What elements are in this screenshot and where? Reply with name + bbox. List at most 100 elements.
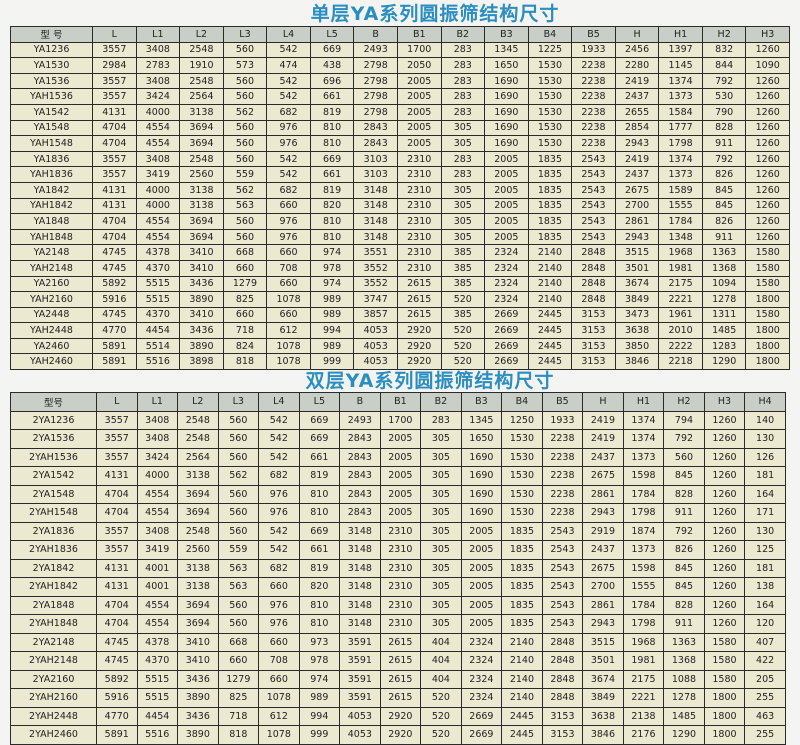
dimension-cell: 718 [217,706,260,727]
dimension-cell: 283 [440,41,486,59]
dimension-cell: 5515 [136,669,179,690]
column-header: H4 [744,392,786,412]
dimension-cell: 438 [309,57,355,74]
dimension-cell: 3501 [582,651,624,671]
dimension-cell: 385 [440,306,486,324]
dimension-cell: 844 [701,57,747,74]
dimension-cell: 3557 [92,88,137,105]
dimension-cell: 2140 [501,632,543,653]
dimension-cell: 2848 [571,275,616,293]
dimension-cell: 463 [744,706,786,727]
dimension-cell: 2324 [460,688,503,708]
dimension-cell: 2005 [460,558,503,579]
dimension-cell: 2854 [614,119,660,137]
dimension-cell: 976 [258,595,300,616]
dimension-cell: 1530 [501,484,543,505]
dimension-cell: 1363 [663,632,705,653]
dimension-cell: 819 [298,558,341,579]
dimension-cell: 1530 [527,72,573,90]
dimension-cell: 1835 [501,577,543,597]
dimension-cell: 205 [744,669,786,690]
dimension-cell: 1598 [622,466,665,486]
dimension-cell: 660 [258,669,300,690]
dimension-cell: 2005 [484,197,529,215]
dimension-cell: 3153 [541,706,584,727]
model-cell: YA2460 [10,337,93,355]
dimension-cell: 2943 [582,614,624,634]
dimension-cell: 255 [744,725,786,745]
dimension-cell: 4053 [353,337,398,355]
table-row: YAH1848 4704 4554 3694 560 976 810 3148 2310 305 2… [10,228,790,246]
dimension-cell: 474 [266,57,311,74]
dimension-cell: 1981 [622,651,665,671]
dimension-cell: 164 [744,595,786,616]
dimension-cell: 825 [222,291,268,308]
dimension-cell: 1835 [527,181,573,199]
dimension-cell: 2005 [484,166,529,183]
column-header: H [614,26,660,43]
dimension-cell: 1485 [663,706,705,727]
dimension-cell: 2700 [614,197,660,215]
dimension-cell: 999 [309,353,355,371]
dimension-cell: 4745 [92,306,137,324]
dimension-cell: 1530 [527,57,573,74]
column-header: L5 [298,392,341,412]
dimension-cell: 2843 [339,484,381,505]
model-cell: 2YA1848 [10,595,97,616]
dimension-cell: 2175 [622,669,665,690]
column-header: H2 [663,392,705,412]
dimension-cell: 4704 [96,503,138,523]
dimension-cell: 422 [744,651,786,671]
model-cell: YAH1548 [10,135,93,152]
dimension-cell: 2005 [396,88,442,105]
model-cell: YAH1836 [10,166,93,183]
dimension-cell: 2861 [582,595,624,616]
dimension-cell: 2005 [379,503,422,523]
model-cell: 2YAH2160 [10,688,97,708]
model-cell: YA1536 [10,72,93,90]
dimension-cell: 612 [266,322,311,339]
dimension-cell: 4001 [136,558,179,579]
dimension-cell: 305 [420,466,462,486]
dimension-cell: 2445 [527,353,573,371]
dimension-cell: 1260 [703,503,746,523]
dimension-cell: 3674 [582,669,624,690]
dimension-cell: 2140 [527,275,573,293]
table-row: YAH2148 4745 4370 3410 660 708 978 3552 2310 385 2… [10,259,790,277]
dimension-cell: 125 [744,540,786,560]
dimension-cell: 2005 [379,447,422,468]
dimension-cell: 1278 [701,291,747,308]
dimension-cell: 2176 [622,725,665,745]
dimension-cell: 2548 [179,41,224,59]
table-row: 2YA1542 4131 4000 3138 562 682 819 2843 2005 305 1… [10,466,786,486]
header-row: 型号 L L1 L2 L3 L4 L5 B B1 B2 B3 B4 B5 H H1 H2 H3 H4 [10,392,786,412]
dimension-cell: 2543 [541,540,584,560]
dimension-cell: 171 [744,503,786,523]
dimension-cell: 999 [298,725,341,745]
dimension-cell: 2437 [614,166,660,183]
dimension-cell: 2140 [527,244,573,261]
table-row: YAH2448 4770 4454 3436 718 612 994 4053 2920 520 2… [10,322,790,339]
dimension-cell: 542 [266,166,311,183]
dimension-cell: 1690 [460,447,503,468]
dimension-cell: 1835 [527,150,573,168]
dimension-cell: 810 [309,119,355,137]
column-header: L5 [309,26,355,43]
dimension-cell: 696 [309,72,355,90]
dimension-cell: 560 [217,484,260,505]
dimension-cell: 1260 [745,88,790,105]
dimension-cell: 1835 [527,197,573,215]
dimension-cell: 978 [298,651,341,671]
dimension-cell: 1580 [745,275,790,293]
dimension-cell: 2324 [460,651,503,671]
column-header: 型 号 [10,26,93,43]
dimension-cell: 1798 [622,614,665,634]
dimension-cell: 520 [440,353,486,371]
dimension-cell: 2564 [177,447,219,468]
dimension-cell: 283 [440,150,486,168]
dimension-cell: 305 [420,447,462,468]
dimension-cell: 1260 [745,103,790,121]
dimension-cell: 1260 [703,540,746,560]
column-header: B1 [396,26,442,43]
dimension-cell: 1798 [622,503,665,523]
